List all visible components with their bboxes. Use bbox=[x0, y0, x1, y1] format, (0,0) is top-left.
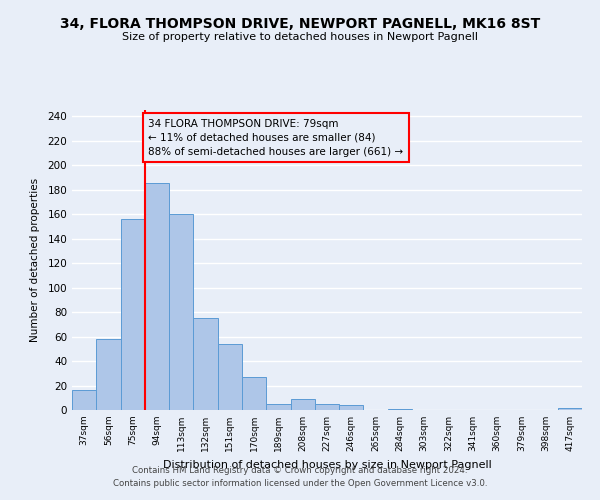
Bar bbox=[339, 405, 364, 410]
Bar bbox=[218, 344, 242, 410]
Text: 34, FLORA THOMPSON DRIVE, NEWPORT PAGNELL, MK16 8ST: 34, FLORA THOMPSON DRIVE, NEWPORT PAGNEL… bbox=[60, 18, 540, 32]
X-axis label: Distribution of detached houses by size in Newport Pagnell: Distribution of detached houses by size … bbox=[163, 460, 491, 469]
Bar bbox=[169, 214, 193, 410]
Bar bbox=[96, 339, 121, 410]
Bar bbox=[266, 404, 290, 410]
Bar bbox=[290, 399, 315, 410]
Text: 34 FLORA THOMPSON DRIVE: 79sqm
← 11% of detached houses are smaller (84)
88% of : 34 FLORA THOMPSON DRIVE: 79sqm ← 11% of … bbox=[149, 118, 404, 156]
Bar bbox=[145, 184, 169, 410]
Y-axis label: Number of detached properties: Number of detached properties bbox=[31, 178, 40, 342]
Text: Size of property relative to detached houses in Newport Pagnell: Size of property relative to detached ho… bbox=[122, 32, 478, 42]
Bar bbox=[242, 377, 266, 410]
Bar bbox=[315, 404, 339, 410]
Bar bbox=[121, 219, 145, 410]
Bar bbox=[193, 318, 218, 410]
Bar bbox=[558, 408, 582, 410]
Bar bbox=[388, 409, 412, 410]
Bar bbox=[72, 390, 96, 410]
Text: Contains HM Land Registry data © Crown copyright and database right 2024.
Contai: Contains HM Land Registry data © Crown c… bbox=[113, 466, 487, 487]
